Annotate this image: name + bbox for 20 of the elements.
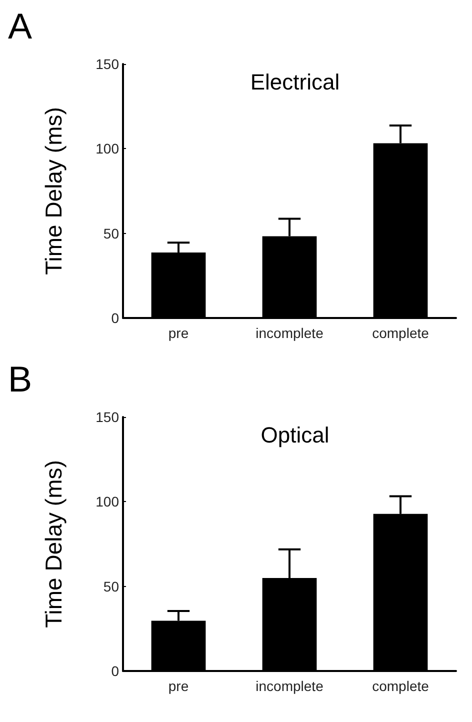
y-axis-title: Time Delay (ms): [40, 460, 66, 628]
text: B: [8, 358, 32, 400]
y-tick-label: 50: [103, 225, 120, 242]
y-axis-title: Time Delay (ms): [40, 107, 66, 275]
x-tick-label: incomplete: [256, 325, 324, 341]
y-tick-label: 0: [111, 310, 120, 326]
x-tick-label: pre: [168, 678, 189, 694]
y-tick-label: 50: [103, 578, 120, 594]
y-tick-label: 0: [111, 663, 120, 679]
x-tick-label: pre: [168, 325, 189, 341]
chart-title: Optical: [260, 422, 330, 448]
x-tick-label: complete: [372, 678, 430, 694]
y-tick-label: 100: [96, 494, 120, 510]
x-tick-label: complete: [372, 325, 430, 341]
y-tick-label: 150: [96, 56, 120, 72]
chart-title: Electrical: [250, 70, 340, 94]
x-tick-label: incomplete: [256, 678, 324, 694]
y-tick-label: 150: [96, 409, 120, 425]
y-tick-label: 100: [96, 140, 120, 157]
text: A: [8, 6, 32, 46]
